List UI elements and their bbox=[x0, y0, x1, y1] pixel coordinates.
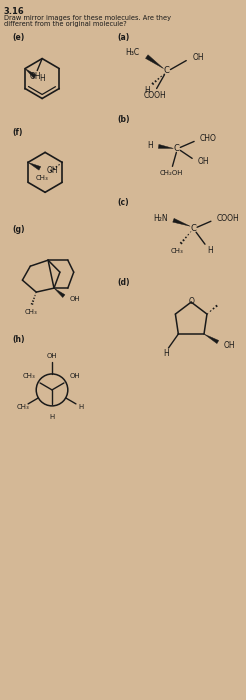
Text: CH₃: CH₃ bbox=[25, 309, 38, 315]
Text: COOH: COOH bbox=[143, 91, 166, 100]
Text: (h): (h) bbox=[13, 335, 25, 344]
Text: OH: OH bbox=[70, 296, 80, 302]
Text: CH₃: CH₃ bbox=[36, 175, 49, 181]
Text: C: C bbox=[190, 224, 196, 232]
Text: C: C bbox=[173, 144, 179, 153]
Text: (a): (a) bbox=[117, 33, 129, 41]
Text: CH₃: CH₃ bbox=[171, 248, 184, 254]
Polygon shape bbox=[204, 334, 219, 344]
Text: (f): (f) bbox=[13, 128, 23, 137]
Text: H: H bbox=[78, 404, 84, 410]
Polygon shape bbox=[145, 55, 164, 69]
Text: CHO: CHO bbox=[200, 134, 217, 143]
Text: OH: OH bbox=[224, 340, 235, 349]
Polygon shape bbox=[25, 69, 36, 78]
Text: CH₃: CH₃ bbox=[23, 373, 35, 379]
Text: COOH: COOH bbox=[217, 214, 240, 223]
Text: OH: OH bbox=[30, 72, 41, 81]
Text: H₃C: H₃C bbox=[126, 48, 140, 57]
Text: (e): (e) bbox=[13, 33, 25, 41]
Text: (b): (b) bbox=[117, 116, 130, 125]
Text: OH: OH bbox=[47, 353, 57, 359]
Text: C: C bbox=[164, 66, 169, 75]
Polygon shape bbox=[173, 218, 190, 226]
Text: different from the original molecule?: different from the original molecule? bbox=[4, 21, 126, 27]
Text: OH: OH bbox=[192, 53, 204, 62]
Polygon shape bbox=[28, 162, 41, 170]
Text: H: H bbox=[164, 349, 169, 358]
Text: Draw mirror images for these molecules. Are they: Draw mirror images for these molecules. … bbox=[4, 15, 171, 21]
Text: O: O bbox=[188, 297, 194, 306]
Text: CH₃: CH₃ bbox=[16, 404, 29, 410]
Text: H: H bbox=[144, 86, 150, 95]
Text: (g): (g) bbox=[13, 225, 25, 234]
Text: 3.16: 3.16 bbox=[4, 7, 24, 15]
Text: H: H bbox=[39, 74, 45, 83]
Polygon shape bbox=[158, 144, 173, 148]
Text: H: H bbox=[49, 414, 55, 420]
Text: H: H bbox=[207, 246, 213, 255]
Text: H₂N: H₂N bbox=[153, 214, 168, 223]
Text: OH: OH bbox=[70, 373, 80, 379]
Text: OH: OH bbox=[198, 157, 210, 166]
Text: OH: OH bbox=[47, 166, 58, 175]
Text: (d): (d) bbox=[117, 278, 130, 287]
Text: CH₂OH: CH₂OH bbox=[160, 170, 183, 176]
Text: (c): (c) bbox=[117, 198, 129, 207]
Polygon shape bbox=[54, 288, 65, 298]
Text: H: H bbox=[147, 141, 153, 150]
